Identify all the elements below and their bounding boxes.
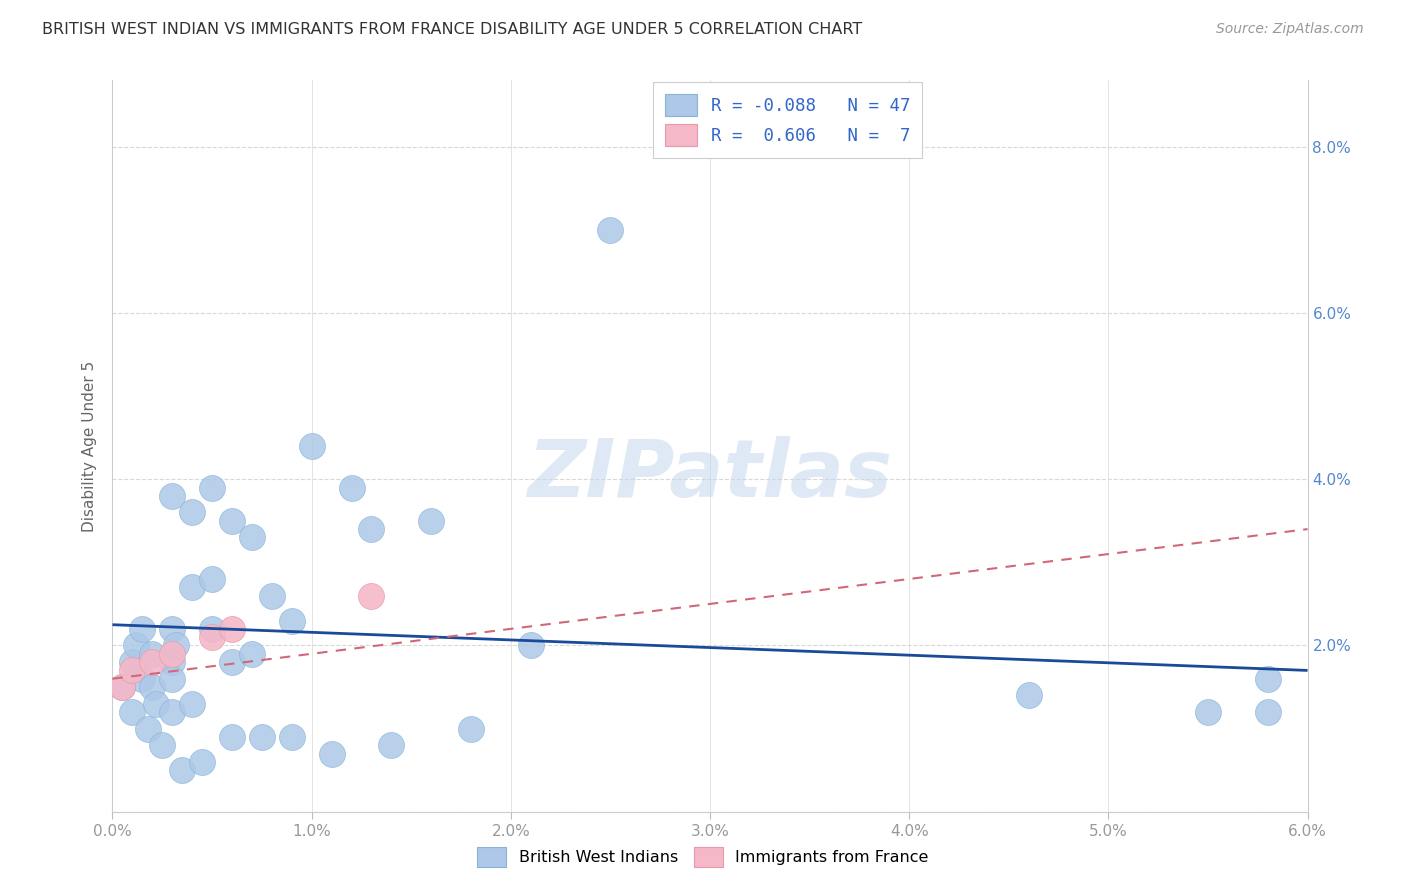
Point [221,622,243,636]
Point [360,522,382,536]
Point [1257,705,1279,719]
Point [201,630,224,644]
Point [221,514,243,528]
Y-axis label: Disability Age Under 5: Disability Age Under 5 [82,360,97,532]
Point [340,481,363,495]
Point [1257,672,1279,686]
Point [172,763,194,777]
Point [191,755,214,769]
Point [111,680,134,694]
Point [380,738,402,752]
Point [145,697,167,711]
Text: BRITISH WEST INDIAN VS IMMIGRANTS FROM FRANCE DISABILITY AGE UNDER 5 CORRELATION: BRITISH WEST INDIAN VS IMMIGRANTS FROM F… [42,22,862,37]
Point [281,730,304,744]
Point [131,622,153,636]
Point [460,722,482,736]
Point [1197,705,1219,719]
Point [141,680,163,694]
Point [121,655,143,669]
Point [221,655,243,669]
Text: ZIPatlas: ZIPatlas [527,436,893,515]
Point [260,589,283,603]
Point [138,722,160,736]
Text: Source: ZipAtlas.com: Source: ZipAtlas.com [1216,22,1364,37]
Point [240,647,263,661]
Point [121,705,143,719]
Point [281,614,304,628]
Point [131,672,153,686]
Point [162,489,183,503]
Point [141,655,163,669]
Point [599,223,621,237]
Point [201,572,224,586]
Point [162,672,183,686]
Legend: R = -0.088   N = 47, R =  0.606   N =  7: R = -0.088 N = 47, R = 0.606 N = 7 [654,82,922,159]
Point [111,680,134,694]
Point [181,580,204,594]
Point [121,664,143,678]
Point [162,655,183,669]
Legend: British West Indians, Immigrants from France: British West Indians, Immigrants from Fr… [470,838,936,875]
Point [150,738,173,752]
Point [201,481,224,495]
Point [165,639,187,653]
Point [162,647,183,661]
Point [520,639,543,653]
Point [162,622,183,636]
Point [162,705,183,719]
Point [125,639,148,653]
Point [240,530,263,544]
Point [181,697,204,711]
Point [420,514,443,528]
Point [181,506,204,520]
Point [141,647,163,661]
Point [360,589,382,603]
Point [301,439,323,453]
Point [1018,689,1040,703]
Point [201,622,224,636]
Point [250,730,273,744]
Point [321,747,343,761]
Point [221,730,243,744]
